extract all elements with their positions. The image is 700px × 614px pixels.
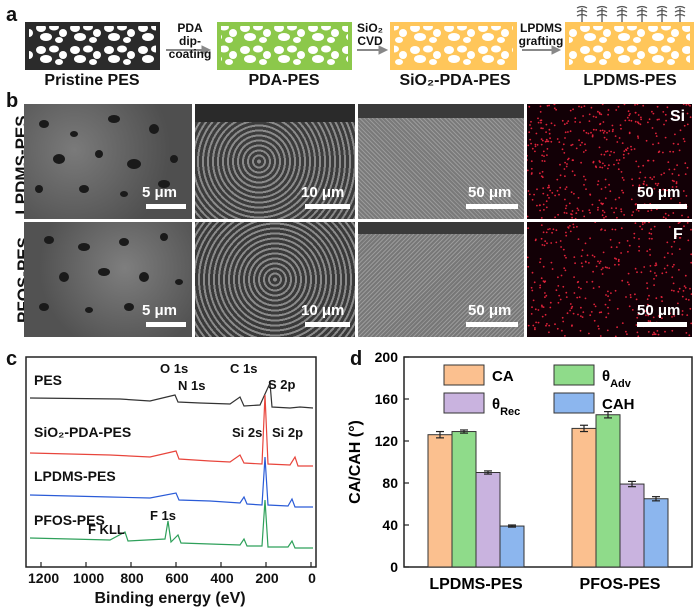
element-label-f: F	[673, 226, 683, 243]
peak-f1s: F 1s	[150, 508, 177, 523]
panel-b-letter: b	[6, 90, 19, 112]
xps-chart	[25, 356, 317, 568]
scale-label: 10 μm	[301, 302, 345, 319]
category-label: PFOS-PES	[580, 576, 661, 593]
peak-c1s: C 1s	[230, 361, 258, 376]
sem-full-lpdms: 50 μm	[358, 104, 524, 219]
stage-label-sio2: SiO₂-PDA-PES	[399, 72, 511, 89]
xtick-label: 600	[165, 570, 189, 586]
scale-label: 5 μm	[142, 302, 178, 319]
peak-fkll: F KLL	[88, 522, 125, 537]
ytick-label: 40	[382, 517, 398, 533]
spectrum-label-pes: PES	[34, 372, 63, 388]
scale-label: 5 μm	[142, 184, 178, 201]
process-arrows	[166, 45, 562, 55]
bar	[571, 427, 597, 568]
legend-label: CA	[492, 368, 514, 385]
stage-label-lpdms: LPDMS-PES	[583, 72, 677, 89]
sem-surface-lpdms: 5 μm	[24, 104, 192, 219]
peak-n1s: N 1s	[178, 378, 206, 393]
xtick-label: 0	[308, 570, 316, 586]
sem-full-pfos: 50 μm	[358, 222, 524, 337]
xps-frame	[25, 356, 317, 568]
xps-xlabel: Binding energy (eV)	[94, 590, 246, 607]
y-axis-label: CA/CAH (°)	[347, 420, 364, 504]
arrow-label-sio2: SiO₂ CVD	[356, 21, 383, 48]
legend-swatch	[553, 392, 595, 414]
peak-si2s: Si 2s	[232, 425, 263, 440]
peak-si2p: Si 2p	[272, 425, 304, 440]
eds-map-f: F 50 μm	[527, 222, 692, 337]
ytick-label: 200	[375, 349, 399, 365]
xtick-label: 1000	[73, 570, 105, 586]
ytick-label: 80	[382, 475, 398, 491]
legend-label: θRec	[492, 396, 520, 418]
arrow-label-pda: PDA dip-coating	[168, 21, 212, 61]
bar	[643, 498, 669, 568]
bar	[595, 414, 621, 568]
bar	[619, 483, 645, 568]
scale-label: 10 μm	[301, 184, 345, 201]
peak-o1s: O 1s	[160, 361, 189, 376]
plot-frame	[403, 356, 693, 568]
xtick-label: 1200	[28, 570, 60, 586]
element-label-si: Si	[670, 108, 686, 125]
panel-a-schematic	[25, 5, 694, 70]
spectrum-label-lpdms: LPDMS-PES	[34, 468, 116, 484]
bar	[427, 434, 453, 568]
xtick-label: 800	[120, 570, 144, 586]
panel-d-letter: d	[350, 348, 363, 370]
sem-cross-pfos: 10 μm	[195, 222, 355, 337]
ytick-label: 160	[375, 391, 399, 407]
legend-label: CAH	[602, 396, 635, 413]
panel-a-letter: a	[6, 4, 18, 26]
ytick-label: 0	[390, 559, 398, 575]
scale-label: 50 μm	[637, 184, 681, 201]
spectrum-label-pfos: PFOS-PES	[34, 512, 105, 528]
spectrum-label-sio2: SiO₂-PDA-PES	[34, 424, 132, 440]
bar	[499, 525, 525, 568]
arrow-label-lpdms: LPDMS grafting	[518, 21, 564, 48]
legend-label: θAdv	[602, 368, 632, 390]
stage-label-pda: PDA-PES	[248, 72, 320, 89]
scale-label: 50 μm	[637, 302, 681, 319]
legend-swatch	[443, 364, 485, 386]
legend-swatch	[443, 392, 485, 414]
bar	[451, 431, 477, 568]
category-label: LPDMS-PES	[429, 576, 523, 593]
lpdms-membrane	[565, 5, 694, 70]
xtick-label: 200	[255, 570, 279, 586]
eds-map-si: Si 50 μm	[527, 104, 692, 219]
sem-cross-lpdms: 10 μm	[195, 104, 355, 219]
panel-c-letter: c	[6, 348, 18, 370]
sio2-membrane	[390, 22, 517, 70]
contact-angle-chart: 0 40 80 120 160 200 CA/CAH (°) LPDMS-PES PFOS-PE…	[347, 349, 693, 593]
xtick-label: 400	[210, 570, 234, 586]
pristine-membrane	[25, 22, 160, 70]
scale-label: 50 μm	[468, 302, 512, 319]
peak-s2p: S 2p	[268, 377, 296, 392]
bar	[475, 472, 501, 568]
legend-swatch	[553, 364, 595, 386]
pda-membrane	[217, 22, 352, 70]
stage-label-pristine: Pristine PES	[44, 72, 140, 89]
ytick-label: 120	[375, 433, 399, 449]
sem-surface-pfos: 5 μm	[24, 222, 192, 337]
scale-label: 50 μm	[468, 184, 512, 201]
